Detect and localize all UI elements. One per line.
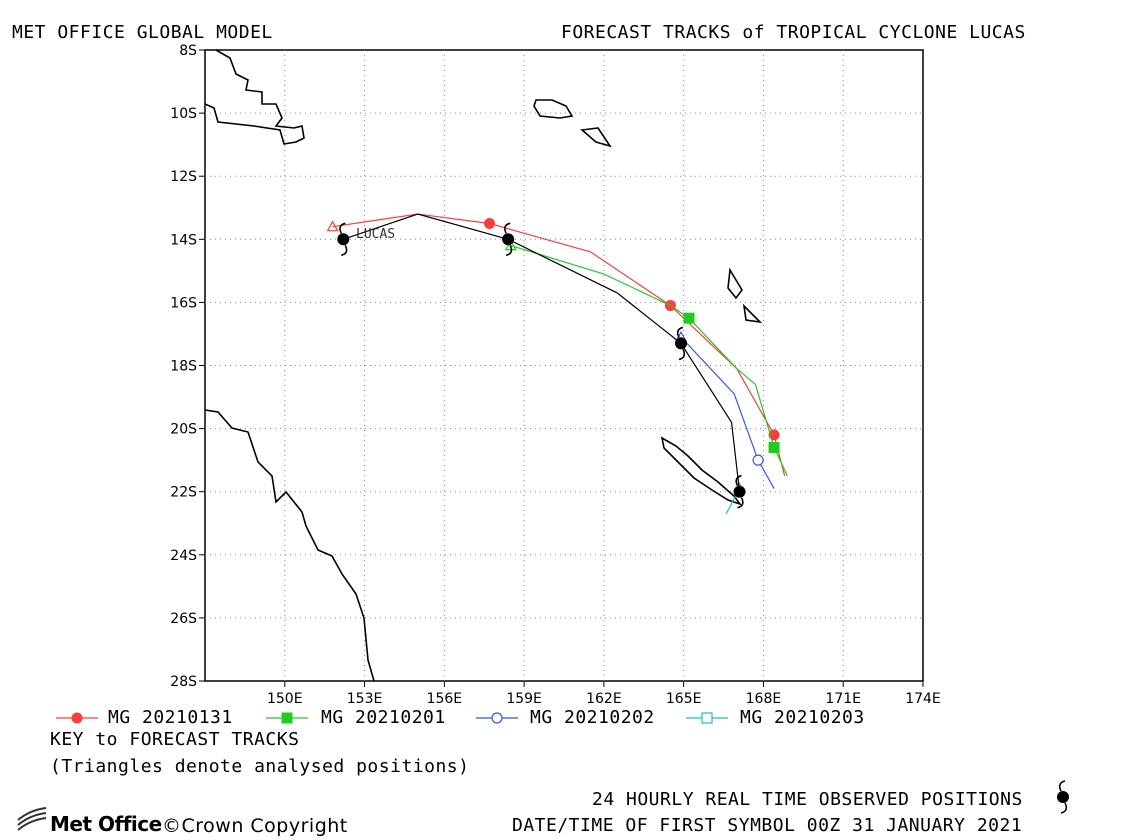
legend-marker [71,712,83,724]
cyclone-symbol-icon [337,222,350,257]
legend-label-mg-20210202: MG 20210202 [530,707,655,728]
coastline-solomon-2 [580,127,612,148]
legend-label-mg-20210203: MG 20210203 [740,707,865,728]
forecast-marker [768,442,780,454]
tick-label-x: 153E [347,691,383,707]
tick-label-x: 162E [586,691,622,707]
legend-marker [281,712,293,724]
observed-track-line [343,213,741,492]
forecast-track-line [332,213,786,477]
copyright-notice: ©Crown Copyright [162,815,348,837]
tick-label-y: 18S [170,359,197,375]
analysed-position-triangle [326,220,339,232]
coastline-png [204,49,305,145]
axes: 150E 153E 156E 159E 162E 165E 168E 171E 174E 8S 10… [170,43,940,707]
tick-label-y: 12S [170,169,197,185]
tick-label-y: 28S [170,674,197,690]
cyclone-symbol-icon [733,474,746,509]
tick-label-x: 168E [746,691,782,707]
coastline-australia [204,409,375,682]
legend-label-mg-20210201: MG 20210201 [321,707,446,728]
chart-title: FORECAST TRACKS of TROPICAL CYCLONE LUCA… [561,22,1026,43]
key-note: (Triangles denote analysed positions) [50,756,470,777]
legend-marks [56,712,1069,814]
tick-label-x: 171E [825,691,861,707]
forecast-track-line [510,245,788,477]
tick-label-x: 159E [506,691,542,707]
forecast-marker [683,312,695,324]
key-title: KEY to FORECAST TRACKS [50,729,300,750]
tick-label-y: 26S [170,611,197,627]
first-symbol-datetime: DATE/TIME OF FIRST SYMBOL 00Z 31 JANUARY… [512,815,1023,836]
cyclone-symbol-icon [675,326,688,361]
tick-label-x: 156E [427,691,463,707]
storm-label: LUCAS [356,227,395,242]
legend-marker [701,712,713,724]
coastline-vanuatu-1 [727,267,743,300]
tick-label-y: 10S [170,106,197,122]
coastline-solomon-1 [533,99,574,119]
model-title: MET OFFICE GLOBAL MODEL [12,22,273,43]
met-office-logo-icon [17,807,47,831]
observed-cyclone-legend-icon [1057,780,1069,814]
forecast-marker [484,218,496,230]
tick-label-x: 174E [905,691,941,707]
coastlines [204,49,763,682]
tick-label-y: 14S [170,232,197,248]
observed-track [337,213,746,509]
tick-label-x: 150E [267,691,303,707]
forecast-tracks [326,213,788,515]
observed-positions-label: 24 HOURLY REAL TIME OBSERVED POSITIONS [592,789,1023,810]
legend-marker [491,712,503,724]
cyclone-symbol-icon [502,222,515,257]
tick-label-y: 8S [179,43,197,59]
tick-label-y: 24S [170,548,197,564]
legend-label-mg-20210131: MG 20210131 [108,707,233,728]
tick-label-x: 165E [666,691,702,707]
met-office-logo-text: Met Office [50,812,162,836]
map-grid [205,50,923,681]
coastline-vanuatu-2 [742,303,763,324]
forecast-marker [752,454,764,466]
tick-label-y: 20S [170,422,197,438]
tick-label-y: 22S [170,485,197,501]
tick-label-y: 16S [170,295,197,311]
coastline-new-caledonia [660,436,743,506]
forecast-track-line [680,336,775,489]
